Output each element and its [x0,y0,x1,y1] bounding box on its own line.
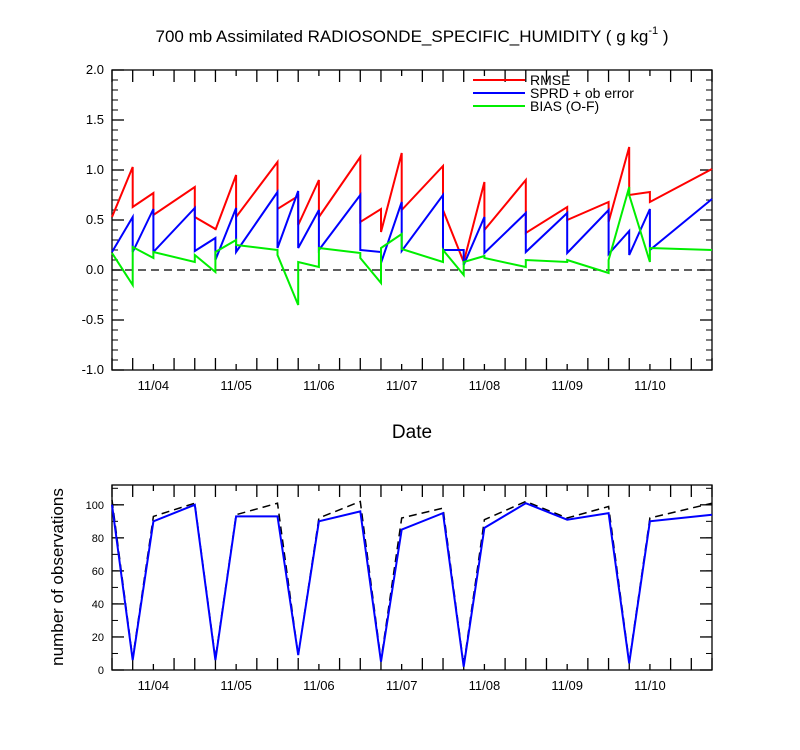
legend-label-sprd-ob-error: SPRD + ob error [530,85,634,101]
top-y-tick-label: 0.0 [86,262,104,277]
top-x-tick-label: 11/07 [386,378,418,393]
top-series-bias-o-f [111,186,713,306]
legend-label-rmse: RMSE [530,72,570,88]
top-x-tick-label: 11/10 [634,378,666,393]
top-y-tick-label: 0.5 [86,212,104,227]
bottom-plot-frame [111,484,713,671]
top-y-tick-label: -1.0 [82,362,104,377]
top-plot-frame [111,69,713,371]
bottom-chart: 11/04 11/05 11/06 11/07 11/08 11/09 11/10 0 20 40… [86,484,713,693]
top-x-axis-label: Date [392,422,432,443]
bottom-y-tick-label: 80 [92,533,104,545]
top-y-tick-label: 1.5 [86,112,104,127]
top-x-tick-label: 11/08 [469,378,501,393]
bottom-x-tick-label: 11/04 [138,678,170,693]
title-main: 700 mb Assimilated RADIOSONDE_SPECIFIC_H… [156,27,649,46]
top-x-tick-label: 11/05 [220,378,252,393]
bottom-series-used [111,502,713,667]
top-x-tick-label: 11/06 [303,378,335,393]
title-suffix: ) [658,27,668,46]
top-series-rmse [111,146,713,266]
bottom-y-tick-label: 20 [92,632,104,644]
bottom-y-tick-label: 40 [92,599,104,611]
bottom-y-axis-label: number of observations [48,488,67,666]
top-series-sprd-ob-error [111,188,713,266]
bottom-y-tick-label: 0 [98,665,104,677]
bottom-x-tick-label: 11/07 [386,678,418,693]
bottom-x-tick-label: 11/08 [469,678,501,693]
bottom-y-tick-label: 60 [92,566,104,578]
legend-label-bias-o-f: BIAS (O-F) [530,98,599,114]
top-chart: 11/04 11/05 11/06 11/07 11/08 11/09 11/10 2.0 1.… [82,62,713,393]
bottom-x-tick-label: 11/10 [634,678,666,693]
bottom-x-tick-label: 11/09 [551,678,583,693]
bottom-x-tick-label: 11/05 [220,678,252,693]
top-y-tick-label: 1.0 [86,162,104,177]
top-y-tick-label: 2.0 [86,62,104,77]
top-y-tick-label: -0.5 [82,312,104,327]
chart-title: 700 mb Assimilated RADIOSONDE_SPECIFIC_H… [156,25,669,46]
title-superscript: -1 [648,25,658,37]
top-x-tick-label: 11/04 [138,378,170,393]
bottom-y-tick-label: 100 [86,500,104,512]
top-x-tick-label: 11/09 [551,378,583,393]
bottom-x-tick-label: 11/06 [303,678,335,693]
